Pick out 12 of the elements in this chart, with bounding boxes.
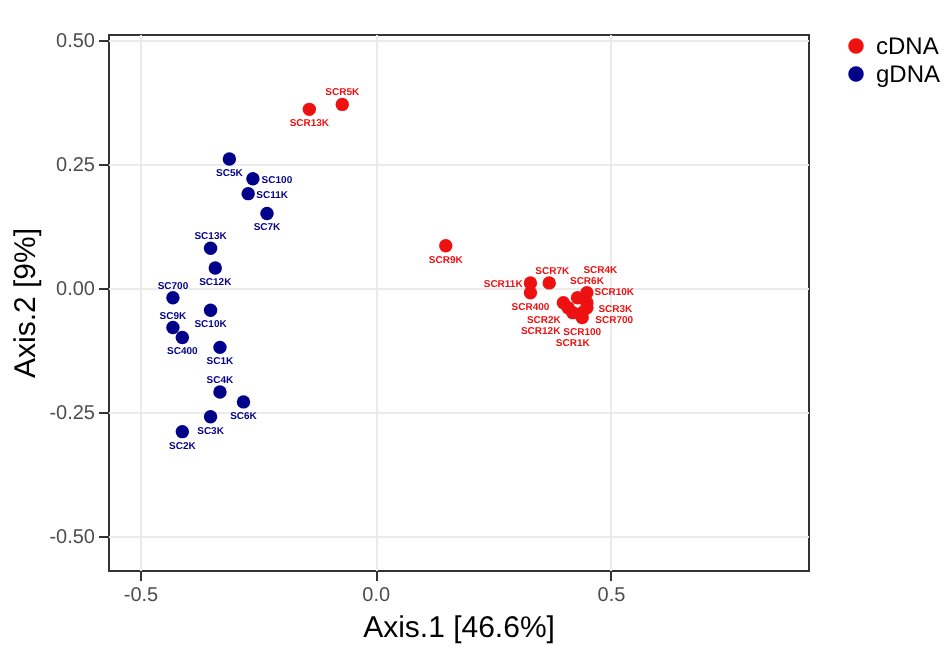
y-tick-label: 0.50 [56,30,96,53]
y-tick-label: 0.25 [56,154,96,177]
x-tick-label: -0.5 [123,585,160,607]
legend-label: cDNA [876,32,939,60]
x-axis-title: Axis.1 [46.6%] [363,611,555,645]
legend-label: gDNA [876,60,941,88]
x-tick-label: 0.0 [362,585,391,607]
y-tick-label: -0.25 [49,402,96,425]
y-tick-label: 0.00 [56,278,96,301]
y-tick-label: -0.50 [49,526,96,549]
y-axis-title: Axis.2 [9%] [9,227,44,379]
x-tick-label: 0.5 [597,585,627,607]
